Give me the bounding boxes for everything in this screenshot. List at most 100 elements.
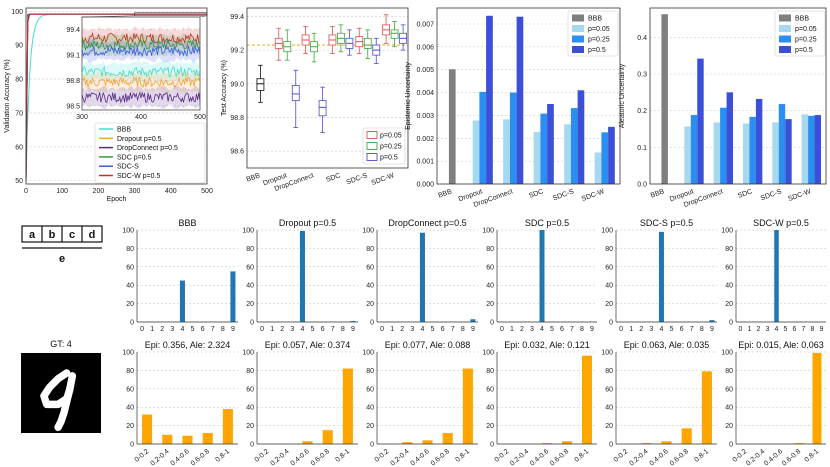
inset-y-tick-label: 98.8 [66, 78, 80, 85]
box-dropconnect-1 [310, 32, 318, 63]
x-tick-label: 5 [550, 326, 554, 333]
x-tick-label: 6 [201, 326, 205, 333]
bar-sdc-w-p=0.05 [801, 114, 809, 184]
y-tick-label: 40 [246, 283, 254, 290]
y-tick-label: 20 [725, 301, 733, 308]
x-tick-label: 9 [471, 326, 475, 333]
bar-0.4-0.6 [302, 441, 313, 444]
x-tick-label: 2 [280, 326, 284, 333]
plot-frame [246, 7, 409, 169]
bar-0-0.2 [142, 414, 153, 444]
x-tick-label: 6 [321, 326, 325, 333]
y-tick-label: 60 [605, 386, 613, 393]
x-tick-label: 3 [170, 326, 174, 333]
y-tick-label: 99.0 [230, 81, 244, 88]
y-tick-label: 60 [126, 386, 134, 393]
x-tick-label: SDC-W [787, 188, 812, 203]
bar-0.8-1 [701, 371, 712, 444]
x-tick-label: 2 [400, 326, 404, 333]
bar-0.4-0.6 [542, 443, 552, 444]
legend-label: BBB [588, 16, 602, 23]
zoom-connector [81, 15, 135, 18]
x-tick-label: 2 [520, 326, 524, 333]
legend-swatch [366, 153, 378, 161]
legend: BBB Dropout p=0.5 DropConnect p=0.5 SDC p=0… [94, 122, 206, 184]
x-tick-label: 5 [311, 326, 315, 333]
inset-curve-5 [81, 91, 201, 104]
x-tick-label: SDC-S [760, 188, 783, 202]
x-tick-label: 7 [802, 326, 806, 333]
box-sdc-w-2 [399, 24, 407, 51]
y-tick-label: 100 [601, 228, 613, 235]
x-tick-label: 0 [739, 326, 743, 333]
x-tick-label: 7 [331, 326, 335, 333]
panel-h2: 0 20 40 60 80 100 0-0.2 0.2-0.4 0.4-0.6 0.6-0.8 0.… [242, 340, 358, 467]
bar-0.2-0.4 [162, 434, 173, 444]
bar-0.6-0.8 [322, 430, 333, 444]
y-tick-label: 20 [246, 301, 254, 308]
y-tick-label: 0 [130, 442, 134, 449]
x-tick-label: 0.6-0.8 [430, 448, 451, 467]
x-tick-label: 8 [461, 326, 465, 333]
x-tick-label: 6 [441, 326, 445, 333]
legend: BBB p=0.05 p=0.25 p=0.5 [567, 10, 619, 57]
legend-label: BBB [795, 16, 809, 23]
y-tick-label: 40 [126, 405, 134, 412]
bar-sdc-p=0.25 [540, 113, 548, 184]
y-tick-label: 0.002 [416, 136, 434, 143]
inset-y-tick-label: 99.1 [66, 53, 80, 60]
x-tick-label: 8 [341, 326, 345, 333]
y-tick-label: 100 [721, 228, 733, 235]
legend-label: p=0.05 [588, 26, 610, 33]
x-tick-label: 0 [24, 188, 28, 195]
y-tick-label: 0.3 [637, 72, 647, 79]
y-tick-label: 80 [486, 368, 494, 375]
bar-4 [774, 230, 779, 322]
x-tick-label: 5 [670, 326, 674, 333]
panel-title: SDC p=0.5 [525, 218, 569, 228]
x-tick-label: 0-0.2 [134, 448, 151, 464]
y-tick-label: 0 [250, 320, 254, 327]
panel-title: Epi: 0.063, Ale: 0.035 [624, 340, 710, 350]
box-body [390, 29, 399, 39]
bar-0.8-1 [342, 368, 353, 444]
x-tick-label: 7 [690, 326, 694, 333]
y-tick-label: 0.0 [637, 182, 647, 189]
y-tick-label: 40 [725, 405, 733, 412]
x-tick-label: 0-0.2 [494, 448, 511, 464]
legend-label: p=0.25 [380, 144, 402, 151]
y-tick-label: 100 [242, 228, 254, 235]
x-tick-label: 5 [191, 326, 195, 333]
legend-swatch [779, 14, 791, 22]
x-tick-label: SDC [528, 188, 544, 200]
y-tick-label: 100 [482, 228, 494, 235]
box-sdc-0 [328, 26, 337, 54]
x-tick-label: 9 [351, 326, 355, 333]
zoom-connector [199, 15, 208, 18]
y-tick-label: 40 [486, 283, 494, 290]
plot-frame [649, 7, 827, 185]
box-dropconnect-0 [301, 26, 310, 54]
box-sdc-w-0 [382, 14, 390, 44]
y-tick-label: 60 [486, 386, 494, 393]
y-tick-label: 40 [366, 405, 374, 412]
bar-0.4-0.6 [422, 440, 433, 444]
bar-sdc-p=0.5 [547, 104, 554, 184]
box-body [291, 85, 300, 102]
y-tick-label: 20 [605, 301, 613, 308]
legend-label: BBB [117, 127, 131, 134]
x-tick-label: SDC-W [581, 188, 606, 203]
y-tick-label: 0 [370, 442, 374, 449]
y-tick-label: 0.2 [637, 108, 647, 115]
y-tick-label: 0 [370, 320, 374, 327]
y-tick-label: 40 [605, 405, 613, 412]
bar-0.8-1 [582, 355, 592, 444]
box-sdc-1 [337, 24, 345, 53]
y-tick-label: 60 [366, 386, 374, 393]
diagram-letter-a: a [29, 229, 36, 241]
x-tick-label: 6 [793, 326, 797, 333]
x-tick-label: 0.6-0.8 [669, 448, 690, 467]
bar-dropconnect-p=0.05 [503, 119, 510, 184]
